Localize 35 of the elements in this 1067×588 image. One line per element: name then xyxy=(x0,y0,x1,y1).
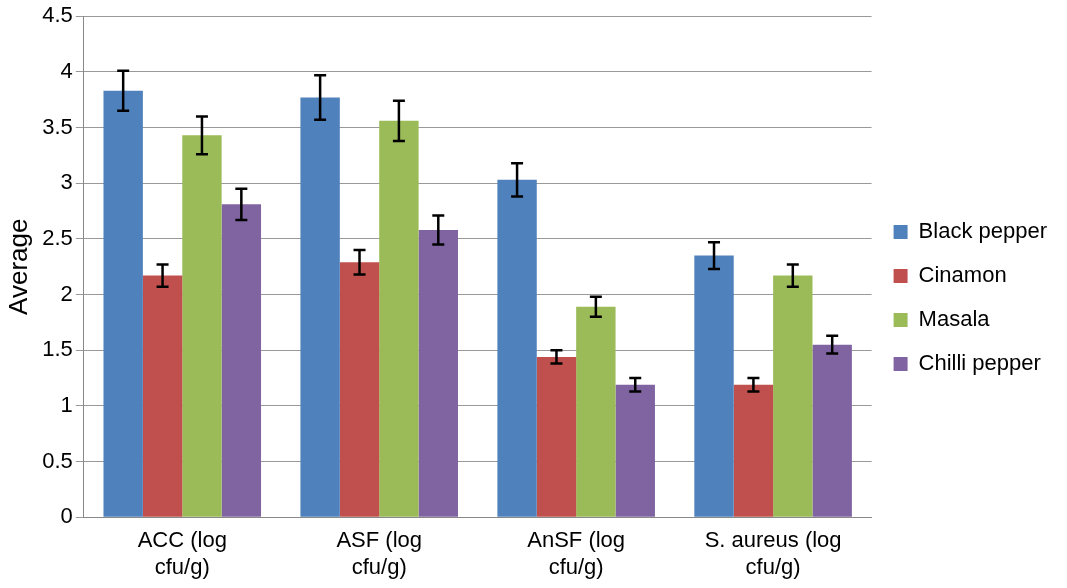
bar xyxy=(773,275,813,517)
bar xyxy=(379,120,419,517)
y-tick-label: 4.5 xyxy=(42,2,73,28)
y-tick-label: 4 xyxy=(60,57,73,83)
bar xyxy=(418,229,458,517)
bar xyxy=(497,179,537,517)
bar xyxy=(576,306,616,517)
bar xyxy=(142,275,183,517)
x-tick-label: ASF (log cfu/g) xyxy=(336,527,423,579)
bar xyxy=(182,135,222,517)
legend-label: Black pepper xyxy=(918,218,1048,244)
x-tick-label: ACC (log cfu/g) xyxy=(137,527,227,579)
bar xyxy=(812,344,852,517)
y-tick-label: 3.5 xyxy=(42,113,73,139)
bar xyxy=(694,255,734,517)
bar xyxy=(103,90,143,517)
x-tick-label: AnSF (log cfu/g) xyxy=(527,527,626,579)
bar xyxy=(733,384,774,517)
bar xyxy=(615,384,655,517)
legend-label: Chilli pepper xyxy=(918,350,1041,376)
x-tick-label: S. aureus (log cfu/g) xyxy=(704,527,842,579)
bar xyxy=(536,356,577,517)
y-tick-label: 0.5 xyxy=(42,447,73,473)
bar xyxy=(221,204,262,517)
y-tick-label: 1.5 xyxy=(42,336,73,362)
bar xyxy=(339,262,380,517)
y-tick-label: 2.5 xyxy=(42,224,73,250)
legend-label: Masala xyxy=(918,306,991,332)
y-axis-title: Average xyxy=(2,218,33,315)
y-tick-label: 3 xyxy=(60,169,73,195)
legend-label: Cinamon xyxy=(918,262,1007,288)
bar xyxy=(300,97,340,517)
y-tick-label: 0 xyxy=(60,503,73,529)
y-tick-label: 1 xyxy=(60,391,73,417)
y-tick-label: 2 xyxy=(60,280,73,306)
